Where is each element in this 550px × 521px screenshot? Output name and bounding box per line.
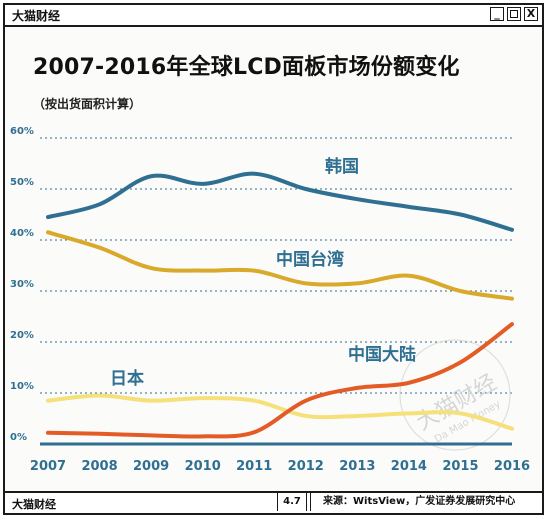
x-tick-label: 2015	[442, 459, 478, 474]
footer-brand: 大猫财经	[12, 498, 56, 511]
x-tick-label: 2010	[185, 459, 221, 474]
title-bar: 大猫财经 _ X	[5, 5, 542, 27]
y-tick-label: 60%	[10, 126, 34, 137]
source-note: 来源：WitsView，广发证券发展研究中心	[310, 493, 542, 511]
x-tick-label: 2016	[494, 459, 530, 474]
chart-title: 2007-2016年全球LCD面板市场份额变化	[33, 55, 460, 80]
series-line	[46, 393, 514, 431]
y-tick-label: 10%	[10, 381, 34, 392]
x-tick-label: 2007	[30, 459, 66, 474]
x-tick-label: 2014	[391, 459, 427, 474]
x-tick-label: 2008	[81, 459, 117, 474]
x-tick-label: 2012	[288, 459, 324, 474]
close-button[interactable]: X	[524, 7, 538, 21]
y-tick-label: 40%	[10, 228, 34, 239]
watermark: 大猫财经 Da Mao Money	[399, 339, 511, 451]
series-line	[46, 322, 514, 439]
page-number: 4.7	[277, 493, 307, 511]
y-tick-label: 20%	[10, 330, 34, 341]
series-label: 日本	[110, 368, 144, 389]
grid-lines	[40, 137, 512, 394]
maximize-button[interactable]	[507, 7, 521, 21]
x-tick-label: 2013	[339, 459, 375, 474]
x-axis-ticks: 2007 2008 2009 2010 2011 2012 2013 2014 2015 2016	[30, 459, 530, 474]
minimize-button[interactable]: _	[490, 7, 504, 21]
y-tick-label: 0%	[10, 432, 27, 443]
window-controls: _ X	[490, 7, 538, 21]
series-label: 韩国	[325, 156, 359, 177]
series-label: 中国大陆	[348, 344, 416, 365]
y-axis-ticks: 60% 50% 40% 30% 20% 10% 0%	[10, 126, 34, 443]
y-tick-label: 50%	[10, 177, 34, 188]
chart-subtitle: （按出货面积计算）	[33, 97, 142, 111]
footer-bar: 大猫财经 4.7 来源：WitsView，广发证券发展研究中心	[5, 491, 542, 513]
series-lines	[46, 171, 514, 439]
brand-label: 大猫财经	[12, 9, 61, 23]
x-tick-label: 2011	[236, 459, 272, 474]
series-line	[46, 171, 514, 232]
x-tick-label: 2009	[133, 459, 169, 474]
series-label: 中国台湾	[276, 249, 344, 270]
y-tick-label: 30%	[10, 279, 34, 290]
maximize-icon	[510, 10, 518, 18]
chart-window: 大猫财经 _ X 2007-2016年全球LCD面板市场份额变化 （按出货面积计…	[3, 3, 544, 515]
series-line	[46, 230, 514, 301]
